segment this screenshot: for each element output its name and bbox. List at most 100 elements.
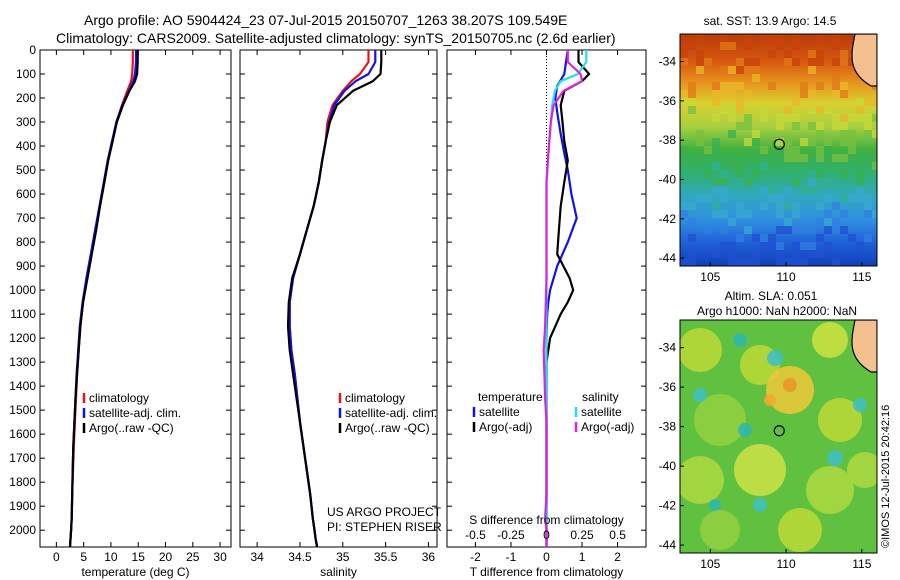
sst-cell xyxy=(776,154,784,162)
x-tick-label: 35.5 xyxy=(374,550,398,564)
sst-cell xyxy=(720,170,728,178)
legend-temp-label: Argo(..raw -QC) xyxy=(89,421,174,435)
sst-cell xyxy=(816,250,824,258)
sst-cell xyxy=(848,194,856,202)
sst-cell xyxy=(760,234,768,242)
sst-cell xyxy=(792,258,800,266)
map-y-tick-label: -44 xyxy=(659,538,677,552)
sst-cell xyxy=(744,42,752,50)
sst-cell xyxy=(816,178,824,186)
sst-cell xyxy=(688,42,696,50)
sst-cell xyxy=(792,58,800,66)
sst-cell xyxy=(832,90,840,98)
sst-cell xyxy=(808,50,816,58)
sst-cell xyxy=(808,122,816,130)
sst-cell xyxy=(832,34,840,42)
sst-cell xyxy=(816,58,824,66)
top-tick-label: -0.25 xyxy=(497,528,525,542)
sla-blob xyxy=(806,466,854,514)
sla-blob xyxy=(709,499,721,511)
sla-blob xyxy=(738,423,752,437)
sst-cell xyxy=(736,178,744,186)
map-x-tick-label: 105 xyxy=(700,270,720,284)
sla-blob xyxy=(680,456,724,504)
sst-cell xyxy=(744,58,752,66)
sst-cell xyxy=(760,146,768,154)
sst-cell xyxy=(776,242,784,250)
sla-blob xyxy=(700,510,740,550)
sst-cell xyxy=(768,82,776,90)
map-x-tick-label: 110 xyxy=(777,270,796,284)
sst-cell xyxy=(696,50,704,58)
sst-cell xyxy=(840,194,848,202)
sst-cell xyxy=(840,154,848,162)
legend-diff-title-salinity: salinity xyxy=(582,390,619,404)
sla-blob xyxy=(733,333,747,347)
map-x-tick-label: 105 xyxy=(700,557,720,571)
sst-cell xyxy=(840,170,848,178)
sst-cell xyxy=(680,90,688,98)
y-tick-label: 1000 xyxy=(9,283,36,297)
sst-cell xyxy=(680,98,688,106)
sst-cell xyxy=(720,210,728,218)
sst-cell xyxy=(728,66,736,74)
top-tick-label: -0.5 xyxy=(465,528,486,542)
sst-cell xyxy=(864,210,872,218)
y-tick-label: 1100 xyxy=(10,307,36,321)
sst-cell xyxy=(712,138,720,146)
sst-cell xyxy=(800,186,808,194)
sst-cell xyxy=(792,154,800,162)
legend-temp-label: climatology xyxy=(89,391,149,405)
sst-cell xyxy=(856,114,864,122)
sst-cell xyxy=(792,226,800,234)
sst-cell xyxy=(768,186,776,194)
sst-cell xyxy=(784,226,792,234)
sst-cell xyxy=(824,194,832,202)
sst-cell xyxy=(728,114,736,122)
plot-frame-1 xyxy=(239,49,438,548)
y-tick-label: 1500 xyxy=(9,403,36,417)
sst-cell xyxy=(840,114,848,122)
sst-cell xyxy=(776,226,784,234)
sst-cell xyxy=(704,58,712,66)
sst-cell xyxy=(744,122,752,130)
sst-cell xyxy=(824,178,832,186)
sst-cell xyxy=(744,210,752,218)
sst-cell xyxy=(776,146,784,154)
sst-cell xyxy=(832,74,840,82)
map-frame-4 xyxy=(679,319,878,554)
sst-cell xyxy=(760,106,768,114)
sst-cell xyxy=(728,250,736,258)
sst-cell xyxy=(760,114,768,122)
sst-cell xyxy=(848,146,856,154)
top-tick-label: 0.25 xyxy=(570,528,594,542)
sst-cell xyxy=(840,58,848,66)
sst-cell xyxy=(720,178,728,186)
sst-cell xyxy=(696,66,704,74)
legend-diff-label: satellite xyxy=(479,405,520,419)
sst-cell xyxy=(792,250,800,258)
sst-cell xyxy=(752,138,760,146)
sst-cell xyxy=(776,138,784,146)
sst-cell xyxy=(768,234,776,242)
sst-cell xyxy=(824,210,832,218)
legend-diff-label: satellite xyxy=(581,405,622,419)
y-tick-label: 900 xyxy=(16,259,36,273)
map-x-tick-label: 115 xyxy=(852,557,871,571)
sst-cell xyxy=(824,226,832,234)
sst-cell xyxy=(792,98,800,106)
sst-cell xyxy=(808,186,816,194)
sst-cell xyxy=(720,34,728,42)
legend-temp-label: satellite-adj. clim. xyxy=(89,406,181,420)
sst-cell xyxy=(840,50,848,58)
sst-cell xyxy=(776,210,784,218)
sst-cell xyxy=(760,162,768,170)
sst-cell xyxy=(680,210,688,218)
sla-blob xyxy=(764,394,776,406)
sst-cell xyxy=(792,114,800,122)
sla-blob xyxy=(734,444,786,496)
y-tick-label: 800 xyxy=(16,235,36,249)
sst-cell xyxy=(680,50,688,58)
sst-cell xyxy=(856,178,864,186)
